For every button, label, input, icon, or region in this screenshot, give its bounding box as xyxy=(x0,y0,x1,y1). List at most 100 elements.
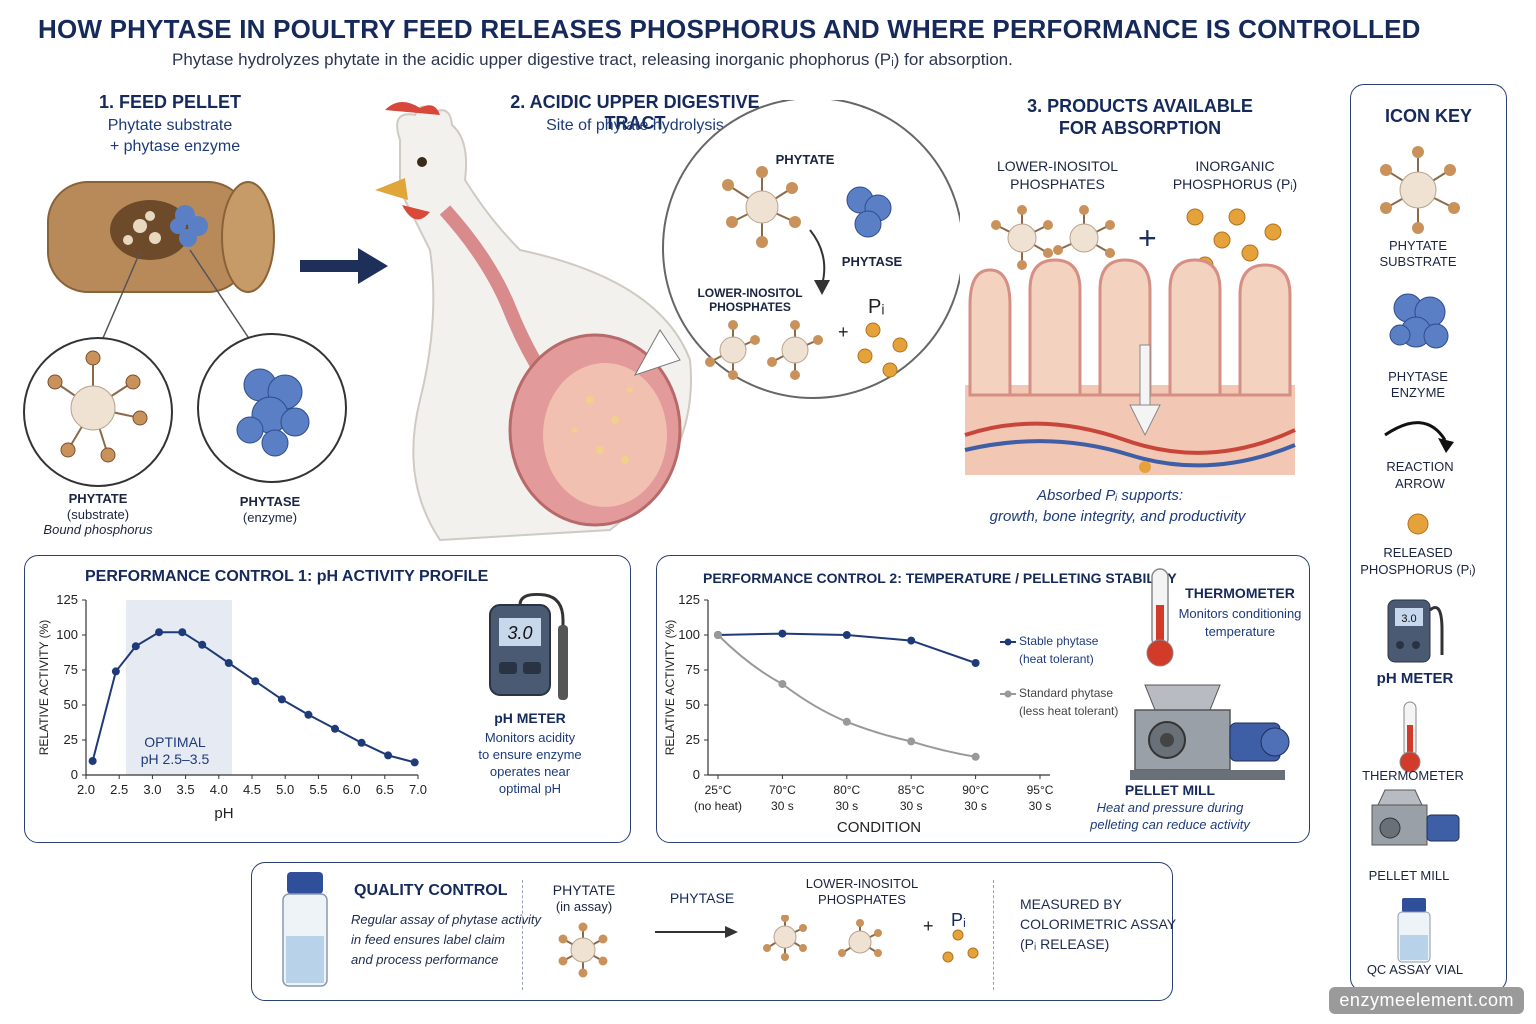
circle-lower-label2: PHOSPHATES xyxy=(709,300,791,314)
key-phosphorus-l2: PHOSPHORUS (Pᵢ) xyxy=(1360,562,1476,577)
ph-activity-point xyxy=(331,724,339,733)
qc-desc-line: and process performance xyxy=(351,952,499,967)
section3-heading2: FOR ABSORPTION xyxy=(1058,118,1222,138)
ph-activity-point xyxy=(357,738,366,747)
y-axis-label: RELATIVE ACTIVITY (%) xyxy=(37,620,51,756)
key-phytate-l1: PHYTATE xyxy=(1388,238,1448,253)
legend-stable1: Stable phytase xyxy=(1019,634,1099,648)
ph-meter-desc-line: Monitors acidity xyxy=(484,730,576,745)
chart2-legend-markers xyxy=(1000,638,1016,698)
thermometer-desc1: Monitors conditioning xyxy=(1178,606,1302,621)
circle-lower-label1: LOWER-INOSITOL xyxy=(697,286,803,300)
qc-divider xyxy=(993,880,995,990)
intestinal-villi-illustration xyxy=(964,258,1296,475)
legend-standard2: (less heat tolerant) xyxy=(1019,704,1119,718)
ph-activity-point xyxy=(198,640,207,649)
section1-sub2: + phytase enzyme xyxy=(109,138,241,155)
y-tick-label: 125 xyxy=(678,592,700,607)
x-tick-label: 25°C xyxy=(705,783,732,797)
feed-pellet-illustration xyxy=(47,181,275,346)
ph-activity-chart: 0 25 50 75 100 125 2.0 2.5 3.0 3.5 4.0 4.5 5.0 5.5 6.0… xyxy=(37,592,427,822)
stable-phytase-point xyxy=(778,629,787,638)
x-tick-label: 5.0 xyxy=(276,782,294,797)
qc-phytate-molecule xyxy=(558,922,608,978)
ph-activity-point xyxy=(304,710,313,719)
standard-phytase-point xyxy=(907,737,916,746)
x-tick-label: 2.0 xyxy=(77,782,95,797)
ph-activity-point xyxy=(410,758,419,767)
thermometer-desc2: temperature xyxy=(1204,624,1276,639)
page-subtitle: Phytase hydrolyzes phytate in the acidic… xyxy=(172,50,1013,69)
x-tick-label: 3.0 xyxy=(143,782,161,797)
section1-sub1: Phytate substrate xyxy=(107,117,233,134)
qc-desc-line: in feed ensures label claim xyxy=(351,932,505,947)
products-plus: + xyxy=(1138,220,1157,256)
optimal-label1: OPTIMAL xyxy=(144,734,206,750)
optimal-region xyxy=(125,600,233,775)
thermometer-illustration xyxy=(1146,568,1174,667)
x-tick-label: 6.0 xyxy=(343,782,361,797)
standard-phytase-point xyxy=(842,717,851,726)
products-lower-inositol-icons xyxy=(991,205,1115,270)
x-tick-label: 70°C xyxy=(769,783,796,797)
y-axis-label: RELATIVE ACTIVITY (%) xyxy=(663,620,677,756)
legend-standard1: Standard phytase xyxy=(1019,686,1114,700)
y-tick-label: 125 xyxy=(56,592,78,607)
x-tick-label: 85°C xyxy=(898,783,925,797)
ph-activity-point xyxy=(251,677,260,686)
legend-stable2: (heat tolerant) xyxy=(1019,652,1094,666)
products-lower2: PHOSPHATES xyxy=(1010,176,1105,192)
key-phosphorus-l1: RELEASED xyxy=(1383,545,1453,560)
qc-heading: QUALITY CONTROL xyxy=(354,882,508,899)
phytase-sublabel: (enzyme) xyxy=(242,510,298,525)
x-tick-sublabel: 30 s xyxy=(900,799,923,813)
circle-pi-label: Pᵢ xyxy=(868,296,885,318)
thermometer-icon xyxy=(1399,701,1421,773)
phosphorus-icon xyxy=(1407,513,1429,535)
absorbed-line1: Absorbed Pᵢ supports: xyxy=(1036,487,1184,504)
key-ph-meter-label: pH METER xyxy=(1376,670,1454,687)
ph-meter-desc: Monitors acidity to ensure enzyme operat… xyxy=(470,729,590,797)
qc-lower-inositol xyxy=(763,915,882,961)
qc-vial-illustration xyxy=(282,872,328,987)
x-tick-label: 7.0 xyxy=(409,782,427,797)
page-title: HOW PHYTASE IN POULTRY FEED RELEASES PHO… xyxy=(38,14,1421,44)
key-arrow-l2: ARROW xyxy=(1395,476,1445,491)
qc-measured1: MEASURED BY xyxy=(1020,896,1122,912)
vial-icon xyxy=(1397,898,1431,963)
qc-desc: Regular assay of phytase activity in fee… xyxy=(351,910,541,970)
products-inorg2: PHOSPHORUS (Pᵢ) xyxy=(1172,176,1298,192)
phytate-molecule xyxy=(47,350,148,463)
y-tick-label: 25 xyxy=(64,732,78,747)
qc-pi-label: Pᵢ xyxy=(951,910,966,930)
qc-measured3: (Pᵢ RELEASE) xyxy=(1020,936,1110,952)
ph-activity-point xyxy=(224,659,233,667)
key-arrow-l1: REACTION xyxy=(1386,459,1454,474)
qc-reaction-arrow xyxy=(655,926,738,938)
phytase-label: PHYTASE xyxy=(239,494,301,509)
x-tick-label: 5.5 xyxy=(309,782,327,797)
x-tick-sublabel: 30 s xyxy=(835,799,858,813)
standard-phytase-line xyxy=(717,634,976,758)
x-tick-label: 2.5 xyxy=(110,782,128,797)
standard-phytase-point xyxy=(778,680,787,688)
qc-divider xyxy=(522,880,524,990)
thermometer-title: THERMOMETER xyxy=(1185,585,1295,601)
pellet-mill-icon xyxy=(1371,789,1460,846)
phytate-note: Bound phosphorus xyxy=(43,522,153,537)
phytate-icon xyxy=(1380,146,1460,234)
section3-illustration xyxy=(964,205,1296,475)
ph-activity-line xyxy=(91,631,415,764)
enzyme-icon xyxy=(1389,293,1449,349)
products-inorg1: INORGANIC xyxy=(1195,158,1275,174)
control1-heading: PERFORMANCE CONTROL 1: pH ACTIVITY PROFI… xyxy=(85,568,489,585)
y-tick-label: 50 xyxy=(64,697,78,712)
y-tick-label: 25 xyxy=(686,732,700,747)
temperature-stability-chart: 0 25 50 75 100 125 25°C (no heat) 70°C 30 s 80°C 30… xyxy=(663,592,1054,836)
x-tick-sublabel: 30 s xyxy=(964,799,987,813)
phytate-label: PHYTATE xyxy=(68,491,128,506)
standard-phytase-point xyxy=(971,752,980,761)
chicken-illustration xyxy=(375,101,692,542)
pellet-mill-desc2: pelleting can reduce activity xyxy=(1090,817,1250,832)
stable-phytase-point xyxy=(907,636,916,645)
